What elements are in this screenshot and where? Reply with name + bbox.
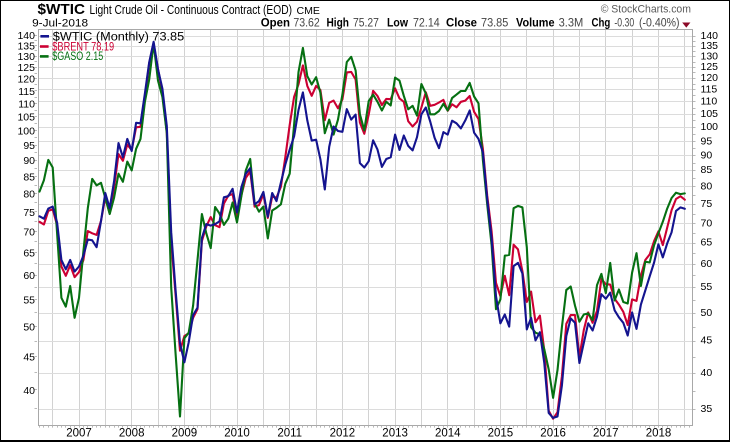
svg-text:140: 140 [17,30,35,42]
svg-text:2017: 2017 [593,428,619,440]
svg-text:50: 50 [23,322,35,334]
svg-text:75.27: 75.27 [353,17,379,29]
svg-text:© StockCharts.com: © StockCharts.com [601,4,691,16]
svg-text:2009: 2009 [172,428,198,440]
svg-text:95: 95 [23,140,35,152]
svg-text:2014: 2014 [435,428,461,440]
svg-text:3.3M: 3.3M [559,17,584,29]
svg-text:Chg: Chg [592,15,611,29]
svg-text:70: 70 [23,226,35,238]
svg-text:2016: 2016 [540,428,566,440]
svg-text:130: 130 [17,51,35,63]
svg-text:9-Jul-2018: 9-Jul-2018 [32,17,88,29]
svg-text:Open: Open [261,15,290,29]
svg-text:90: 90 [23,155,35,167]
svg-text:72.14: 72.14 [413,17,440,29]
svg-text:65: 65 [23,247,35,259]
svg-text:CME: CME [297,6,321,17]
svg-text:2013: 2013 [382,428,408,440]
svg-text:50: 50 [701,307,713,319]
svg-text:120: 120 [17,74,35,86]
svg-text:Light Crude Oil - Continuous C: Light Crude Oil - Continuous Contract (E… [90,3,293,17]
svg-text:105: 105 [17,112,35,124]
svg-text:2011: 2011 [277,428,302,440]
svg-text:65: 65 [701,237,713,249]
svg-text:2015: 2015 [488,428,514,440]
svg-text:Low: Low [387,15,409,29]
svg-text:60: 60 [701,258,713,270]
svg-text:2012: 2012 [330,428,356,440]
svg-text:73.85: 73.85 [481,17,508,29]
svg-text:85: 85 [23,171,35,183]
svg-text:55: 55 [23,295,35,307]
svg-text:$GASO 2.15: $GASO 2.15 [52,51,103,63]
svg-text:100: 100 [701,121,719,133]
svg-text:60: 60 [23,270,35,282]
svg-text:High: High [327,15,350,29]
svg-text:2007: 2007 [66,428,92,440]
svg-text:110: 110 [18,98,35,110]
svg-text:$BRENT 78.19: $BRENT 78.19 [52,41,114,53]
svg-text:2018: 2018 [646,428,672,440]
svg-text:105: 105 [701,108,719,120]
svg-text:73.62: 73.62 [293,17,319,29]
svg-text:45: 45 [701,335,713,347]
svg-text:115: 115 [18,86,35,98]
svg-text:Volume: Volume [516,15,555,29]
svg-text:125: 125 [701,61,719,73]
svg-text:45: 45 [23,351,35,363]
svg-text:110: 110 [701,95,718,107]
svg-text:135: 135 [17,40,35,52]
svg-text:135: 135 [701,40,719,52]
svg-text:70: 70 [701,217,713,229]
svg-text:40: 40 [23,385,35,397]
svg-text:-0.30: -0.30 [614,17,634,29]
svg-text:95: 95 [701,135,713,147]
svg-text:125: 125 [17,62,35,74]
svg-text:75: 75 [701,198,713,210]
svg-text:55: 55 [701,281,713,293]
svg-text:90: 90 [701,149,713,161]
svg-text:80: 80 [701,180,713,192]
svg-text:130: 130 [701,50,719,62]
svg-text:115: 115 [701,83,718,95]
svg-text:2010: 2010 [224,428,250,440]
svg-text:40: 40 [701,367,713,379]
svg-text:35: 35 [701,403,713,415]
svg-text:$WTIC (Monthly) 73.85: $WTIC (Monthly) 73.85 [53,31,184,43]
svg-text:(-0.40%): (-0.40%) [639,17,680,29]
svg-text:80: 80 [23,189,35,201]
svg-text:Close: Close [446,15,477,29]
svg-text:2008: 2008 [119,428,145,440]
svg-text:140: 140 [701,30,719,42]
svg-text:100: 100 [17,125,35,137]
svg-text:$WTIC: $WTIC [38,1,86,18]
svg-text:120: 120 [701,72,719,84]
svg-text:85: 85 [701,164,713,176]
svg-text:75: 75 [23,207,35,219]
